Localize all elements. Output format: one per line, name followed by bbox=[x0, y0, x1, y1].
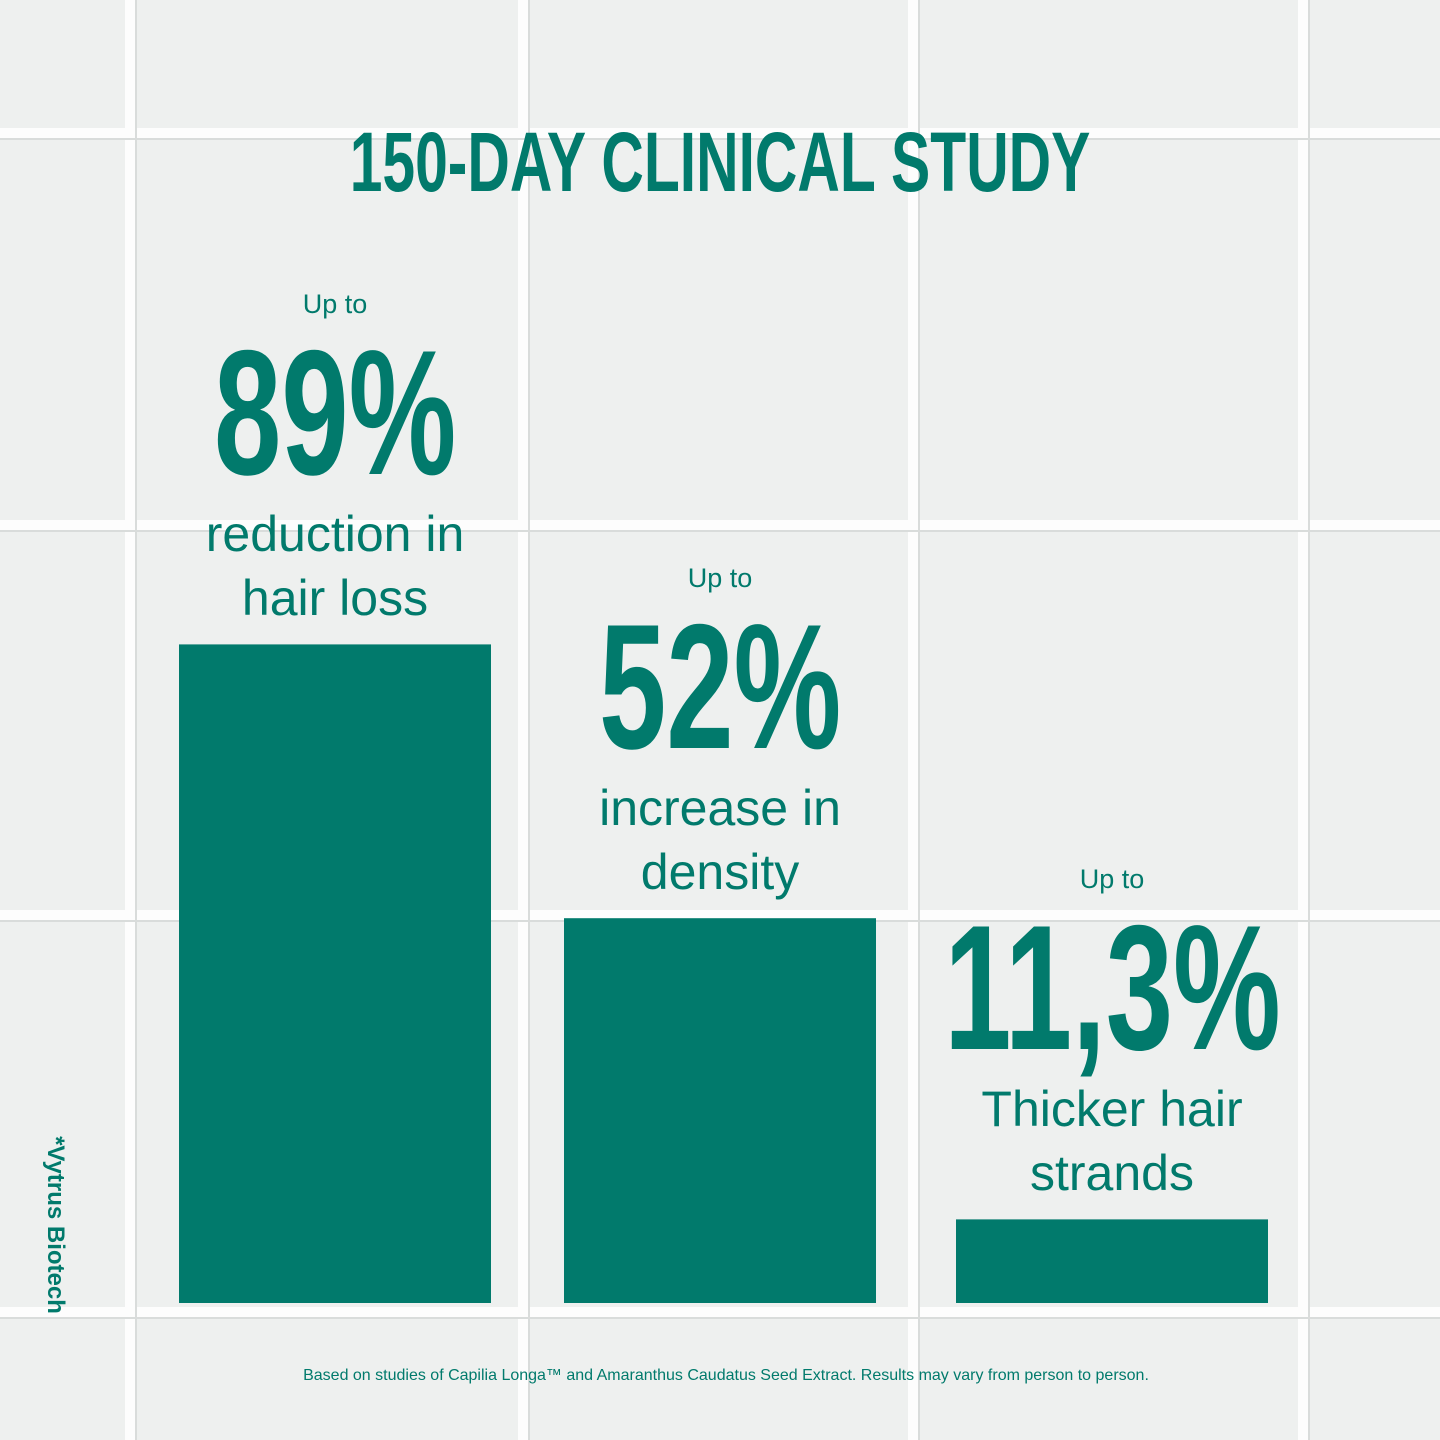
prefix: Up to bbox=[302, 289, 368, 320]
source: *Vytrus Biotech bbox=[42, 1136, 69, 1314]
bar bbox=[956, 1219, 1268, 1303]
bar-label-group: Up to 52% increase in density bbox=[540, 563, 900, 904]
value-label: 89% bbox=[157, 324, 513, 502]
category-label: reduction in hair loss bbox=[205, 506, 465, 627]
category-label: increase in density bbox=[599, 780, 841, 901]
value-text: 52% bbox=[598, 587, 842, 787]
category-label: Thicker hair strands bbox=[981, 1081, 1243, 1202]
bar-label-group: Up to 11,3% Thicker hair strands bbox=[932, 864, 1292, 1205]
bar bbox=[564, 918, 876, 1303]
value-label: 52% bbox=[542, 598, 898, 776]
bar bbox=[179, 644, 491, 1303]
value-label: 11,3% bbox=[865, 899, 1360, 1077]
title-text: 150-DAY CLINICAL STUDY bbox=[349, 115, 1091, 209]
value-text: 11,3% bbox=[943, 888, 1281, 1088]
bar-label-group: Up to 89% reduction in hair loss bbox=[155, 289, 515, 630]
footnote: Based on studies of Capilia Longa™ and A… bbox=[303, 1367, 1149, 1384]
prefix: Up to bbox=[1079, 864, 1145, 895]
chart-title: 150-DAY CLINICAL STUDY bbox=[0, 120, 1440, 204]
prefix: Up to bbox=[687, 563, 753, 594]
value-text: 89% bbox=[213, 313, 457, 513]
